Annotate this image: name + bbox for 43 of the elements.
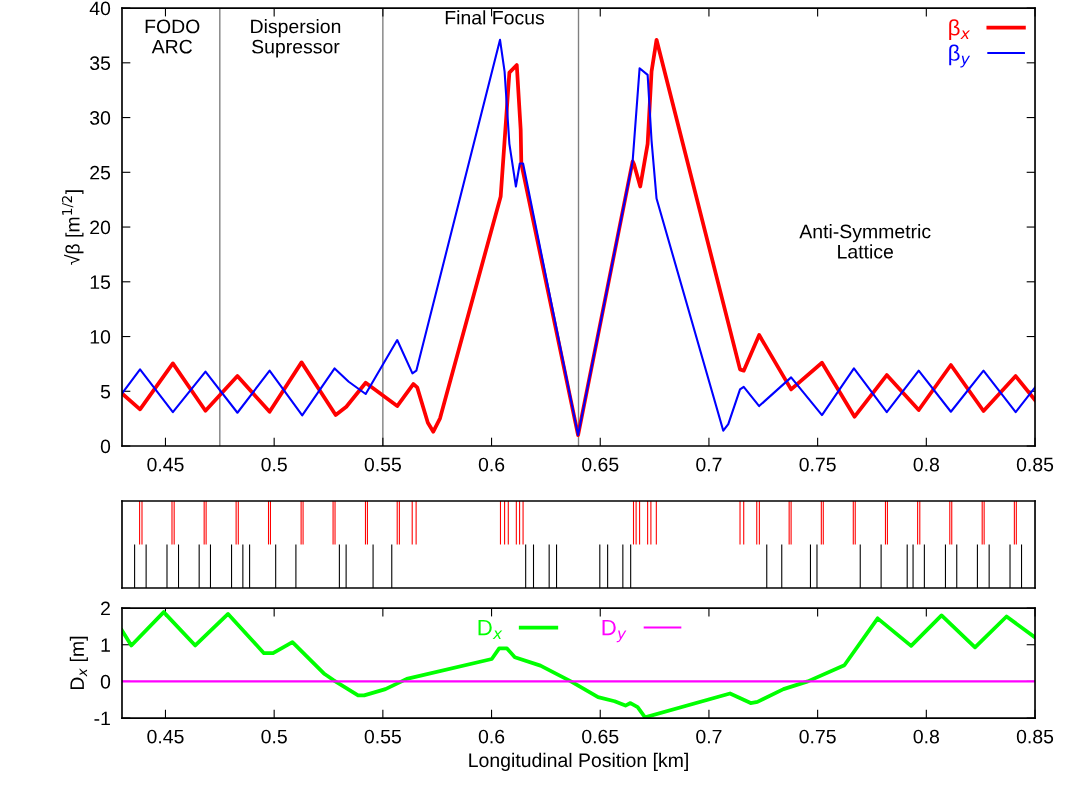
x-tick-label: 0.65	[582, 457, 619, 472]
legend-label: β$_{y}$	[949, 44, 971, 68]
x-axis-title: Longitudinal Position [km]	[469, 752, 688, 771]
x-tick-label: 0.65	[582, 729, 619, 744]
x-tick-label: 0.75	[799, 457, 836, 472]
y-tick-label: 30	[90, 111, 111, 125]
y-tick-label: 5	[100, 384, 111, 399]
y-tick-label: 0	[100, 674, 111, 689]
y-tick-label: 35	[90, 56, 111, 71]
y-axis-title: D$_{x}$ [m]	[69, 636, 88, 690]
x-tick-label: 0.8	[913, 729, 939, 744]
line-series	[121, 610, 1036, 719]
y-tick-label: 15	[90, 275, 111, 290]
x-tick-label: 0.85	[1016, 729, 1054, 744]
legend-label: D$_{x}$	[478, 619, 503, 639]
x-tick-label: 0.85	[1016, 457, 1054, 472]
x-tick-label: 0.8	[913, 457, 939, 472]
legend-label: β$_{x}$	[949, 19, 971, 40]
y-tick-label: 10	[90, 330, 111, 344]
y-tick-label: 25	[90, 165, 111, 180]
y-tick-label: 20	[90, 220, 111, 235]
legend-label: D$_{y}$	[602, 619, 627, 643]
x-tick-label: 0.45	[147, 729, 184, 744]
x-tick-label: 0.55	[364, 457, 401, 472]
y-tick-label: 2	[101, 601, 110, 616]
x-tick-label: 0.7	[696, 729, 722, 744]
x-tick-label: 0.6	[478, 729, 505, 744]
y-tick-label: -1	[94, 711, 110, 726]
annotation: Anti-Symmetric Lattice	[799, 224, 931, 259]
y-tick-label: 40	[89, 1, 111, 16]
x-tick-label: 0.6	[478, 457, 505, 472]
x-tick-label: 0.5	[261, 457, 287, 472]
y-axis-title: √β [m$^{1/2}$]	[61, 190, 84, 265]
x-tick-label: 0.75	[799, 729, 836, 744]
y-tick-label: 1	[101, 638, 110, 652]
x-tick-label: 0.45	[147, 457, 184, 472]
annotation: Final Focus	[445, 10, 545, 25]
x-tick-label: 0.5	[261, 729, 287, 744]
x-tick-label: 0.7	[696, 457, 722, 472]
annotation: Dispersion Supressor	[251, 19, 341, 58]
y-tick-label: 0	[100, 439, 111, 454]
annotation: FODO ARC	[145, 19, 200, 54]
x-tick-label: 0.55	[364, 729, 401, 744]
